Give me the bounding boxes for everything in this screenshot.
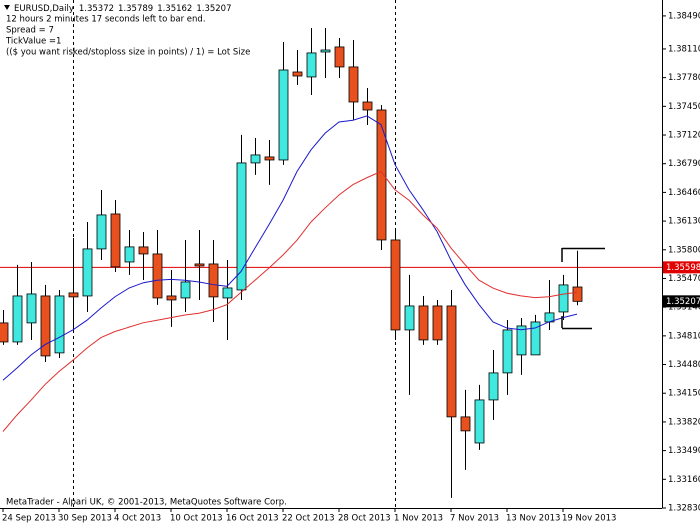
x-tick-label: 10 Oct 2013 [170,514,223,524]
candle-body [306,52,317,78]
candle-body [222,287,233,299]
candle-body [152,253,163,299]
header: EURUSD,Daily 1.35372 1.35789 1.35162 1.35207 [14,4,232,14]
y-tick-label: 1.32830 [668,504,700,514]
info-line: (($ you want risked/stoploss size in poi… [6,48,250,58]
candle-body [194,263,205,267]
candle-body [432,305,443,341]
y-tick-label: 1.36130 [668,217,700,227]
y-tick-label: 1.37780 [668,73,700,83]
candle-body [250,154,261,164]
candle-body [54,295,65,354]
y-tick-label: 1.34810 [668,331,700,341]
price-line-label-box [663,261,700,274]
candle-body [180,281,191,299]
candle-body [446,305,457,418]
candle-body [334,46,345,68]
candle-body [376,109,387,241]
y-tick-label: 1.38490 [668,11,700,21]
candle-body [558,284,569,313]
candle-body [124,246,135,263]
last-high: 1.35789 [118,4,153,14]
price-line-label: 1.35598 [666,263,700,273]
candle-body [110,213,121,268]
y-tick-label: 1.35470 [668,274,700,284]
moving-average [2,170,578,432]
y-tick-label: 1.36790 [668,159,700,169]
candle-body [40,295,51,357]
bid-label: 1.35207 [666,297,700,307]
candle-body [292,71,303,77]
candle-body [12,295,23,343]
x-tick-label: 1 Nov 2013 [394,514,443,524]
candle-body [404,305,415,331]
candle-body [166,295,177,301]
bid-label-box [663,295,700,308]
y-tick-label: 1.33820 [668,417,700,427]
x-tick-label: 4 Oct 2013 [114,514,161,524]
candle-body [460,416,471,432]
last-open: 1.35372 [79,4,114,14]
y-tick-label: 1.37450 [668,102,700,112]
candle-body [390,239,401,331]
symbol: EURUSD,Daily [14,4,74,14]
candle-body [362,101,373,111]
y-tick-label: 1.33490 [668,446,700,456]
last-low: 1.35162 [157,4,192,14]
y-tick-label: 1.37120 [668,131,700,141]
candle-body [96,214,107,250]
candle-body [26,293,37,324]
candle-body [418,305,429,341]
menu-icon [4,5,10,10]
candle-body [516,325,527,356]
candle-body [572,286,583,302]
x-tick-label: 19 Nov 2013 [562,514,616,524]
candle-body [208,263,219,298]
x-tick-label: 22 Oct 2013 [282,514,335,524]
candle-body [502,329,513,374]
x-tick-label: 7 Nov 2013 [450,514,499,524]
candle-body [348,66,359,103]
y-tick-label: 1.38110 [668,44,700,54]
y-tick-label: 1.35140 [668,303,700,313]
candle-body [320,49,331,53]
candle-body [68,292,79,298]
candle-body [488,372,499,401]
x-tick-label: 30 Sep 2013 [58,514,112,524]
candle-body [82,248,93,297]
candle-body [0,322,9,343]
y-tick-label: 1.33160 [668,475,700,485]
x-tick-label: 24 Sep 2013 [2,514,56,524]
candle-body [236,162,247,291]
candle-body [278,69,289,161]
info-line: Spread = 7 [6,26,54,36]
candle-body [264,156,275,161]
moving-average [2,115,578,381]
candle-body [474,399,485,444]
footer: MetaTrader - Alpari UK, © 2001-2013, Met… [6,498,287,508]
y-tick-label: 1.36460 [668,188,700,198]
x-tick-label: 28 Oct 2013 [338,514,391,524]
y-tick-label: 1.34150 [668,389,700,399]
y-tick-label: 1.34480 [668,360,700,370]
candle-body [530,321,541,356]
plot [0,27,662,498]
last-close: 1.35207 [196,4,231,14]
x-tick-label: 16 Oct 2013 [226,514,279,524]
info-line: 12 hours 2 minutes 17 seconds left to ba… [6,15,206,25]
x-tick-label: 13 Nov 2013 [506,514,560,524]
info-line: TickValue =1 [5,37,61,47]
candle-body [138,246,149,255]
y-tick-label: 1.35800 [668,245,700,255]
